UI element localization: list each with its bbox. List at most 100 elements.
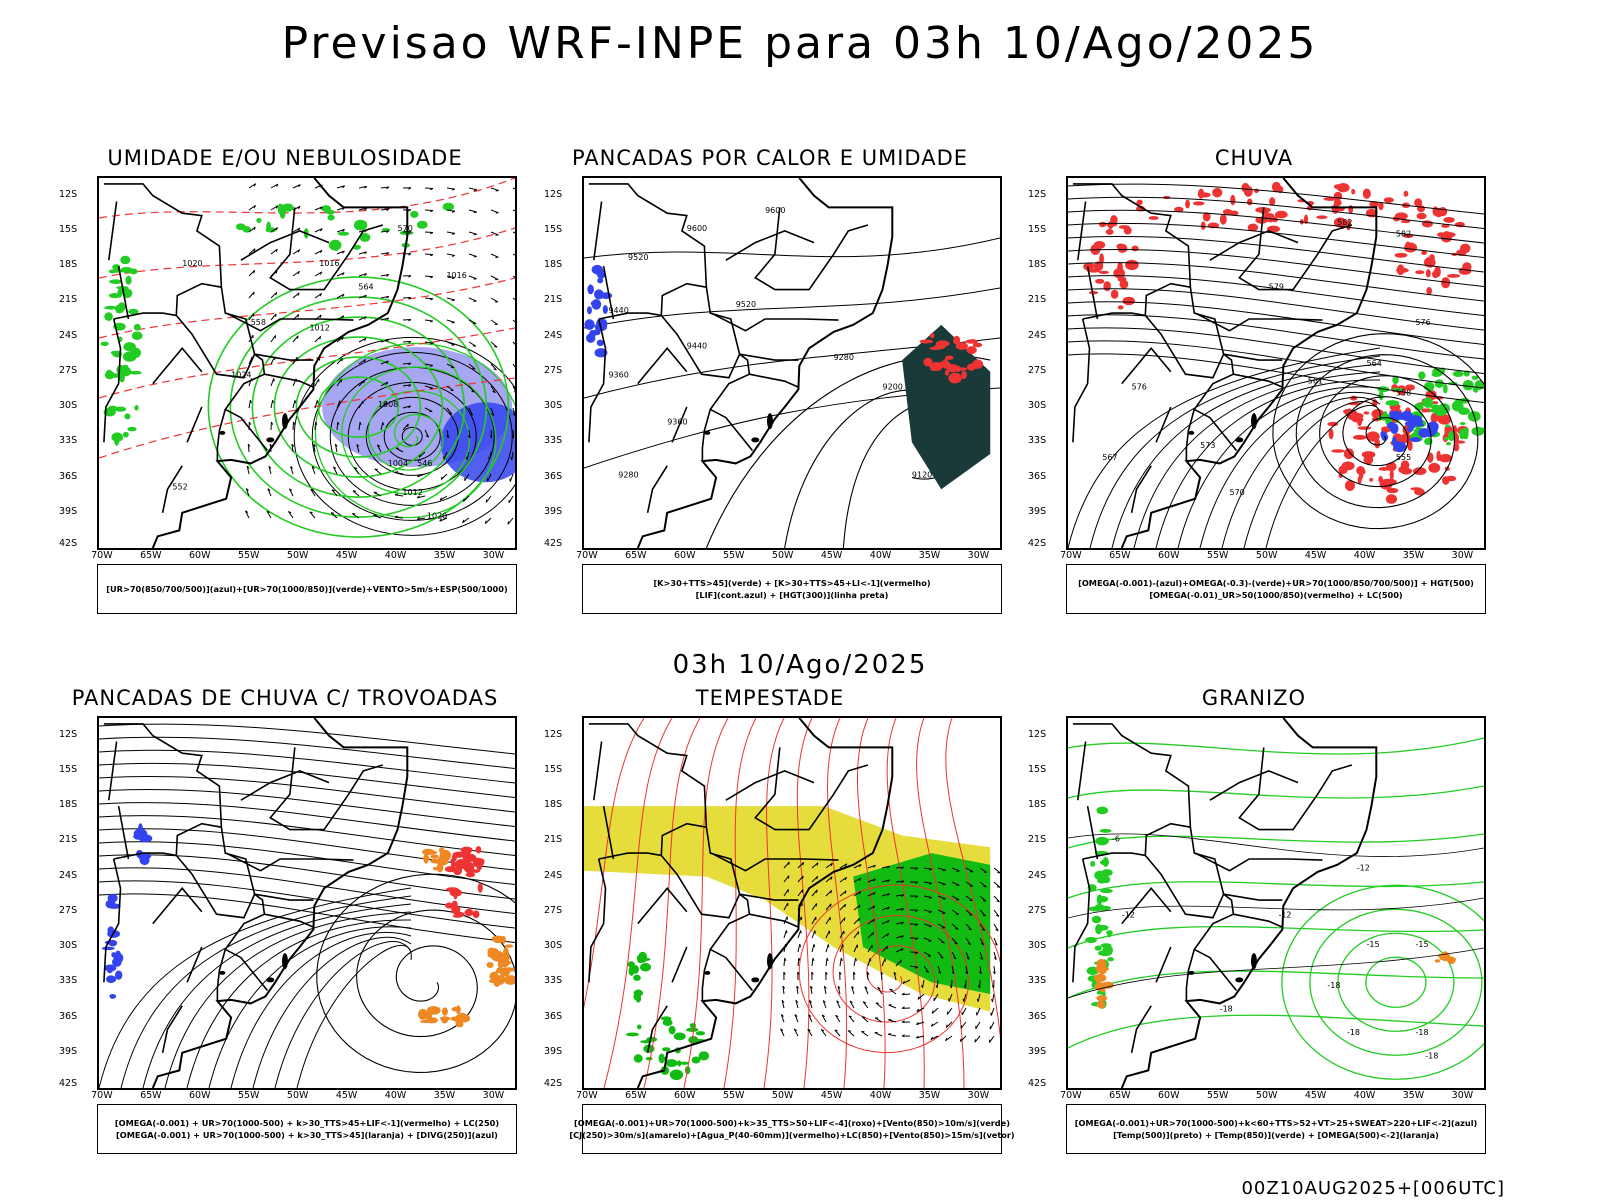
wind-vector-head — [794, 1014, 798, 1017]
unstable-region-red — [944, 369, 950, 376]
border-line — [1077, 201, 1087, 261]
border-line — [660, 822, 741, 919]
wind-vector-head — [951, 971, 955, 975]
wind-vector-head — [429, 387, 433, 390]
wind-vector — [937, 895, 946, 900]
map-pancadas-calor[interactable]: 9600 9600 9520 9440 9520 9440 9360 9280 9200 9360… — [582, 176, 1002, 550]
wind-vector-head — [342, 272, 345, 276]
streamline — [99, 723, 515, 755]
map-pancadas-trovoadas[interactable] — [97, 716, 517, 1090]
streamline — [99, 802, 515, 842]
wind-vector-head — [821, 1029, 825, 1032]
rain-region — [1344, 480, 1356, 491]
border-line — [1144, 822, 1225, 919]
wind-vector-head — [809, 1000, 813, 1003]
wind-vector — [512, 209, 515, 212]
wind-vector — [901, 993, 911, 996]
storm-region-red — [477, 882, 483, 893]
y-tick-label: 15S — [59, 223, 78, 235]
wind-vector — [959, 1035, 967, 1042]
wind-vector — [380, 208, 389, 211]
border-line — [216, 409, 227, 462]
wind-vector — [380, 230, 389, 233]
wind-vector-head — [386, 317, 390, 321]
wind-vector-head — [297, 227, 301, 231]
contour-label: 1020 — [427, 512, 447, 521]
wind-vector-head — [995, 928, 999, 932]
wind-vector-head — [812, 957, 815, 962]
wind-vector — [380, 252, 389, 255]
streamline — [1089, 355, 1381, 548]
wind-vector-head — [298, 184, 301, 188]
wind-vector-head — [272, 400, 274, 404]
wind-vector — [823, 986, 827, 995]
humidity-region — [124, 413, 131, 420]
wind-vector — [937, 909, 946, 914]
divergence-region — [111, 952, 116, 958]
wind-vector-head — [858, 918, 861, 922]
wind-vector-head — [887, 906, 890, 910]
wind-vector-head — [416, 517, 420, 520]
wind-850-region — [638, 951, 647, 962]
wind-vector — [895, 908, 904, 911]
border-line — [1082, 312, 1146, 320]
streamline-850 — [796, 718, 813, 1088]
rain-region — [1328, 428, 1334, 440]
border-line — [113, 312, 177, 320]
wind-vector — [867, 958, 871, 967]
wind-vector — [490, 363, 497, 371]
omega-region — [1095, 976, 1101, 984]
wind-vector-head — [386, 230, 390, 234]
wind-vector-head — [802, 862, 805, 866]
lif-contour — [593, 265, 602, 271]
wind-vector-head — [446, 435, 449, 439]
legend-line: [OMEGA(-0.001) + UR>70(1000-500) + k>30_… — [114, 1118, 500, 1128]
streamline — [1068, 262, 1484, 302]
wind-vector-head — [959, 1038, 962, 1042]
x-tick-label: 35W — [433, 1090, 456, 1101]
map-tempestade[interactable] — [582, 716, 1002, 1090]
wind-vector — [853, 904, 861, 911]
y-tick-label: 18S — [544, 259, 563, 271]
y-tick-label: 15S — [1028, 763, 1047, 775]
map-umidade[interactable]: 1020 1016 1024 1012 1004 1008 1016 1020 1012 552 5… — [97, 176, 517, 550]
wind-vector-head — [394, 493, 399, 496]
x-tick-label: 65W — [140, 550, 162, 561]
wind-vector — [895, 894, 904, 897]
wind-vector-head — [451, 321, 455, 324]
panel-legend: [OMEGA(-0.001)+UR>70(1000-500)+k<60+TTS>… — [1066, 1104, 1486, 1154]
map-granizo[interactable]: -6 -12 -12 -12 -18 -15 -15 -18 -18 -18 -18 — [1066, 716, 1486, 1090]
wind-vector — [512, 231, 515, 234]
humidity-region — [277, 203, 283, 215]
panel-legend: [K>30+TTS>45](verde) + [K>30+TTS>45+LI<-… — [582, 564, 1002, 614]
wind-vector — [888, 1033, 897, 1037]
wind-vector — [424, 297, 434, 300]
x-tick-label: 45W — [335, 1090, 358, 1101]
wind-vector-head — [873, 892, 876, 896]
rain-region-green — [1385, 400, 1400, 406]
wind-vector-head — [835, 1014, 839, 1018]
contour-label: 9280 — [618, 471, 638, 480]
wind-vector — [314, 378, 320, 387]
contour-label: -12 — [1122, 911, 1135, 920]
x-tick-label: 70W — [576, 550, 598, 561]
wind-vector — [853, 863, 862, 869]
rain-region — [1442, 278, 1448, 282]
humidity-region — [121, 366, 132, 377]
wind-vector-head — [928, 882, 933, 885]
wind-vector — [937, 923, 946, 929]
wind-vector-head — [245, 510, 249, 513]
unstable-region-red — [930, 367, 942, 371]
legend-line: [CJ(250)>30m/s](amarelo)+[Agua_P(40-60mm… — [569, 1130, 1015, 1140]
wind-vector-head — [341, 358, 344, 362]
wind-vector — [861, 1031, 869, 1037]
y-tick-label: 36S — [59, 470, 78, 482]
streamline — [1068, 209, 1484, 244]
wind-vector — [424, 407, 433, 412]
map-chuva[interactable]: 582 582 579 576 576 573 567 570 564 561 558 555 — [1066, 176, 1486, 550]
wind-vector-head — [901, 908, 905, 911]
wind-vector-head — [429, 342, 434, 345]
wind-vector — [512, 429, 515, 439]
storm-region-red — [452, 851, 466, 858]
y-tick-label: 30S — [1028, 940, 1047, 952]
